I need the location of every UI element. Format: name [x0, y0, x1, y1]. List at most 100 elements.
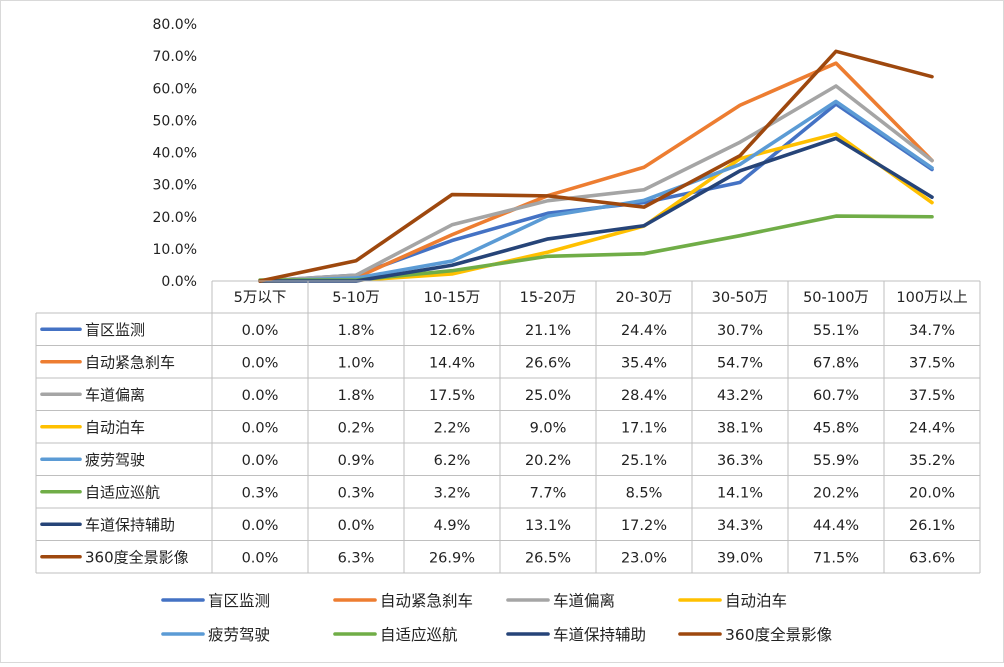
data-label: 12.6%	[429, 323, 475, 339]
data-label: 36.3%	[717, 453, 763, 469]
data-label: 21.1%	[525, 323, 571, 339]
x-category-label: 20-30万	[616, 290, 673, 306]
data-label: 25.0%	[525, 388, 571, 404]
data-label: 1.0%	[338, 355, 375, 371]
legend-label: 车道保持辅助	[553, 626, 646, 644]
data-label: 34.7%	[909, 323, 955, 339]
data-label: 0.2%	[338, 420, 375, 436]
y-tick-label: 20.0%	[153, 210, 197, 226]
data-label: 23.0%	[621, 550, 667, 566]
data-label: 6.3%	[338, 550, 375, 566]
row-series-name: 自动紧急刹车	[85, 353, 175, 371]
series-lines	[258, 49, 934, 283]
data-label: 3.2%	[434, 485, 471, 501]
y-tick-label: 60.0%	[153, 81, 197, 97]
row-series-name: 自适应巡航	[85, 483, 160, 501]
row-series-name: 360度全景影像	[85, 548, 189, 566]
data-label: 7.7%	[530, 485, 567, 501]
x-category-label: 5-10万	[332, 290, 379, 306]
data-label: 13.1%	[525, 518, 571, 534]
data-label: 38.1%	[717, 420, 763, 436]
legend-label: 疲劳驾驶	[208, 626, 270, 644]
data-label: 26.1%	[909, 518, 955, 534]
data-label: 60.7%	[813, 388, 859, 404]
data-label: 24.4%	[621, 323, 667, 339]
data-label: 34.3%	[717, 518, 763, 534]
data-label: 35.2%	[909, 453, 955, 469]
series-line-3	[258, 84, 934, 283]
data-label: 17.1%	[621, 420, 667, 436]
data-label: 37.5%	[909, 388, 955, 404]
data-label: 55.1%	[813, 323, 859, 339]
data-label: 14.1%	[717, 485, 763, 501]
x-category-label: 50-100万	[803, 290, 869, 306]
row-series-name: 盲区监测	[85, 321, 145, 339]
data-label: 0.0%	[242, 550, 279, 566]
data-label: 0.0%	[242, 453, 279, 469]
legend-label: 车道偏离	[553, 592, 615, 610]
row-series-name: 车道偏离	[85, 386, 145, 404]
data-label: 2.2%	[434, 420, 471, 436]
data-label: 24.4%	[909, 420, 955, 436]
series-line-5	[258, 99, 934, 283]
data-label: 17.5%	[429, 388, 475, 404]
x-category-label: 10-15万	[424, 290, 481, 306]
data-label: 26.6%	[525, 355, 571, 371]
data-label: 0.3%	[242, 485, 279, 501]
legend-label: 盲区监测	[208, 592, 270, 610]
data-label: 35.4%	[621, 355, 667, 371]
y-tick-label: 30.0%	[153, 178, 197, 194]
data-label: 6.2%	[434, 453, 471, 469]
data-label: 25.1%	[621, 453, 667, 469]
y-tick-label: 70.0%	[153, 49, 197, 65]
data-label: 71.5%	[813, 550, 859, 566]
data-label: 55.9%	[813, 453, 859, 469]
data-label: 8.5%	[626, 485, 663, 501]
data-label: 1.8%	[338, 323, 375, 339]
x-category-label: 100万以上	[896, 289, 967, 306]
row-series-name: 车道保持辅助	[85, 516, 175, 534]
data-label: 67.8%	[813, 355, 859, 371]
data-label: 0.3%	[338, 485, 375, 501]
series-line-7	[258, 136, 934, 283]
y-tick-label: 40.0%	[153, 146, 197, 162]
data-label: 20.2%	[813, 485, 859, 501]
data-label: 0.9%	[338, 453, 375, 469]
legend-label: 自动泊车	[725, 592, 787, 610]
data-label: 43.2%	[717, 388, 763, 404]
x-category-label: 15-20万	[520, 290, 577, 306]
legend-label: 360度全景影像	[725, 626, 833, 644]
data-label: 37.5%	[909, 355, 955, 371]
x-category-label: 30-50万	[712, 290, 769, 306]
row-series-name: 疲劳驾驶	[85, 451, 145, 469]
row-series-name: 自动泊车	[85, 418, 145, 436]
y-tick-label: 10.0%	[153, 242, 197, 258]
data-label: 0.0%	[242, 420, 279, 436]
data-label: 9.0%	[530, 420, 567, 436]
data-label: 0.0%	[242, 323, 279, 339]
y-tick-label: 0.0%	[161, 274, 197, 290]
y-tick-label: 80.0%	[153, 17, 197, 33]
data-label: 20.0%	[909, 485, 955, 501]
y-tick-label: 50.0%	[153, 113, 197, 129]
data-label: 26.9%	[429, 550, 475, 566]
data-label: 0.0%	[242, 388, 279, 404]
data-table: 5万以下 5-10万 10-15万 15-20万 20-30万 30-50万 50-100万…	[35, 280, 981, 574]
data-label: 26.5%	[525, 550, 571, 566]
data-label: 54.7%	[717, 355, 763, 371]
data-label: 1.8%	[338, 388, 375, 404]
legend-label: 自适应巡航	[380, 625, 458, 644]
data-label: 4.9%	[434, 518, 471, 534]
data-label: 45.8%	[813, 420, 859, 436]
data-label: 20.2%	[525, 453, 571, 469]
data-label: 63.6%	[909, 550, 955, 566]
x-category-label: 5万以下	[234, 290, 287, 306]
legend-label: 自动紧急刹车	[380, 592, 473, 610]
data-label: 28.4%	[621, 388, 667, 404]
data-label: 44.4%	[813, 518, 859, 534]
data-label: 0.0%	[242, 518, 279, 534]
